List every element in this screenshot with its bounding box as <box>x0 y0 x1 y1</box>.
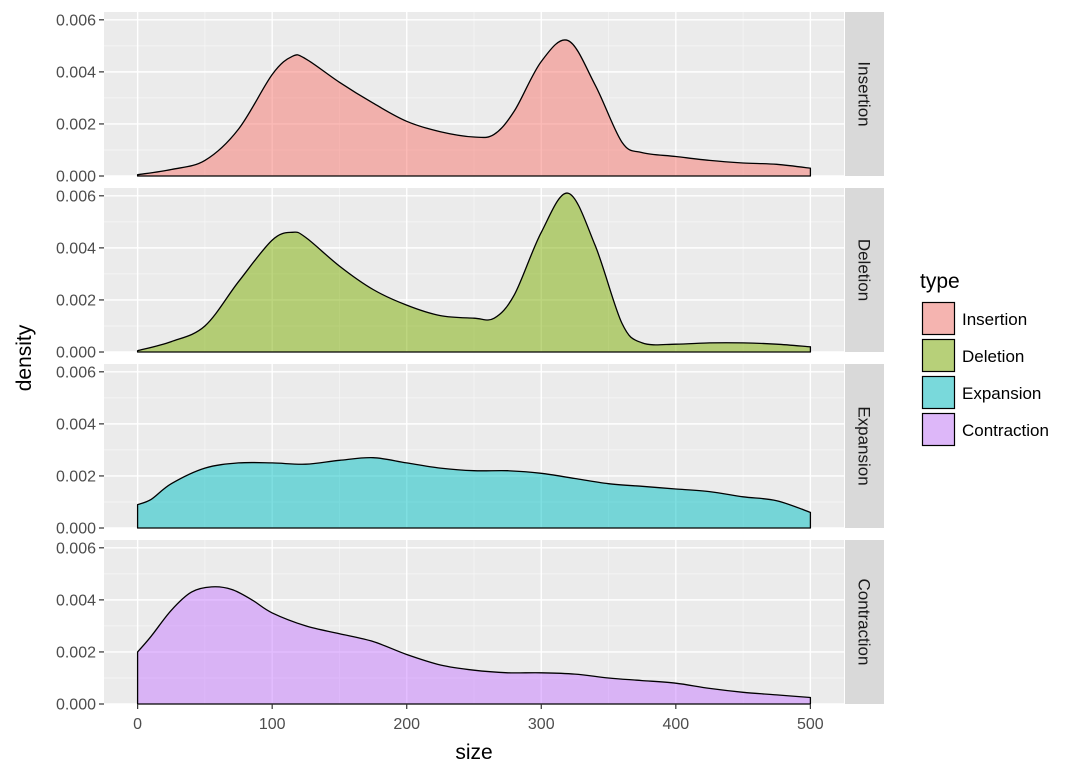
y-tick-label: 0.006 <box>56 364 96 381</box>
y-tick-label: 0.006 <box>56 188 96 205</box>
legend-label-deletion: Deletion <box>962 347 1024 366</box>
y-tick-label: 0.000 <box>56 345 96 362</box>
y-tick-label: 0.004 <box>56 592 96 609</box>
legend: type Insertion Deletion Expansion Contracti… <box>920 270 1049 447</box>
legend-swatch-contraction <box>921 412 956 447</box>
y-tick-label: 0.006 <box>56 540 96 557</box>
panels-layer: 0.0000.0020.0040.006Insertion0.0000.0020… <box>56 12 884 714</box>
facet-label: Expansion <box>855 406 874 485</box>
facet-label: Insertion <box>855 61 874 126</box>
facet-strip <box>845 540 884 704</box>
x-tick-label: 0 <box>133 716 142 733</box>
x-tick-label: 400 <box>662 716 689 733</box>
density-area-deletion <box>136 192 812 353</box>
y-tick-label: 0.000 <box>56 697 96 714</box>
y-tick-label: 0.006 <box>56 12 96 29</box>
y-tick-label: 0.002 <box>56 468 96 485</box>
y-tick-label: 0.000 <box>56 521 96 538</box>
x-axis-title: size <box>455 741 492 764</box>
panel-expansion: 0.000 0.002 0.004 0.006 Expansion <box>56 364 884 538</box>
panel-deletion: 0.000 0.002 0.004 0.006 Deletion <box>56 188 884 362</box>
y-tick-label: 0.004 <box>56 240 96 257</box>
density-area-insertion <box>136 39 812 177</box>
y-axis-title: density <box>13 324 36 391</box>
legend-title: type <box>920 270 960 293</box>
x-axis: 0 100 200 300 400 500 <box>133 704 824 733</box>
y-tick-label: 0.002 <box>56 292 96 309</box>
legend-swatch-deletion <box>921 338 956 373</box>
y-tick-label: 0.000 <box>56 169 96 186</box>
x-tick-label: 300 <box>528 716 555 733</box>
facet-strip <box>845 12 884 176</box>
y-tick-label: 0.004 <box>56 64 96 81</box>
facet-strip <box>845 364 884 528</box>
x-tick-label: 100 <box>259 716 286 733</box>
density-area-contraction <box>136 586 812 705</box>
facet-label: Contraction <box>855 579 874 666</box>
legend-label-insertion: Insertion <box>962 310 1027 329</box>
facet-label: Deletion <box>855 239 874 301</box>
legend-swatch-insertion <box>921 301 956 336</box>
panel-insertion: 0.000 0.002 0.004 0.006 Insertion <box>56 12 884 186</box>
legend-label-expansion: Expansion <box>962 384 1041 403</box>
legend-swatch-expansion <box>921 375 956 410</box>
density-area-expansion <box>136 457 812 529</box>
x-tick-label: 500 <box>797 716 824 733</box>
y-tick-label: 0.002 <box>56 644 96 661</box>
x-tick-label: 200 <box>393 716 420 733</box>
y-tick-label: 0.002 <box>56 116 96 133</box>
y-tick-label: 0.004 <box>56 416 96 433</box>
facet-strip <box>845 188 884 352</box>
panel-contraction: 0.000 0.002 0.004 0.006 Contraction <box>56 540 884 714</box>
legend-label-contraction: Contraction <box>962 421 1049 440</box>
